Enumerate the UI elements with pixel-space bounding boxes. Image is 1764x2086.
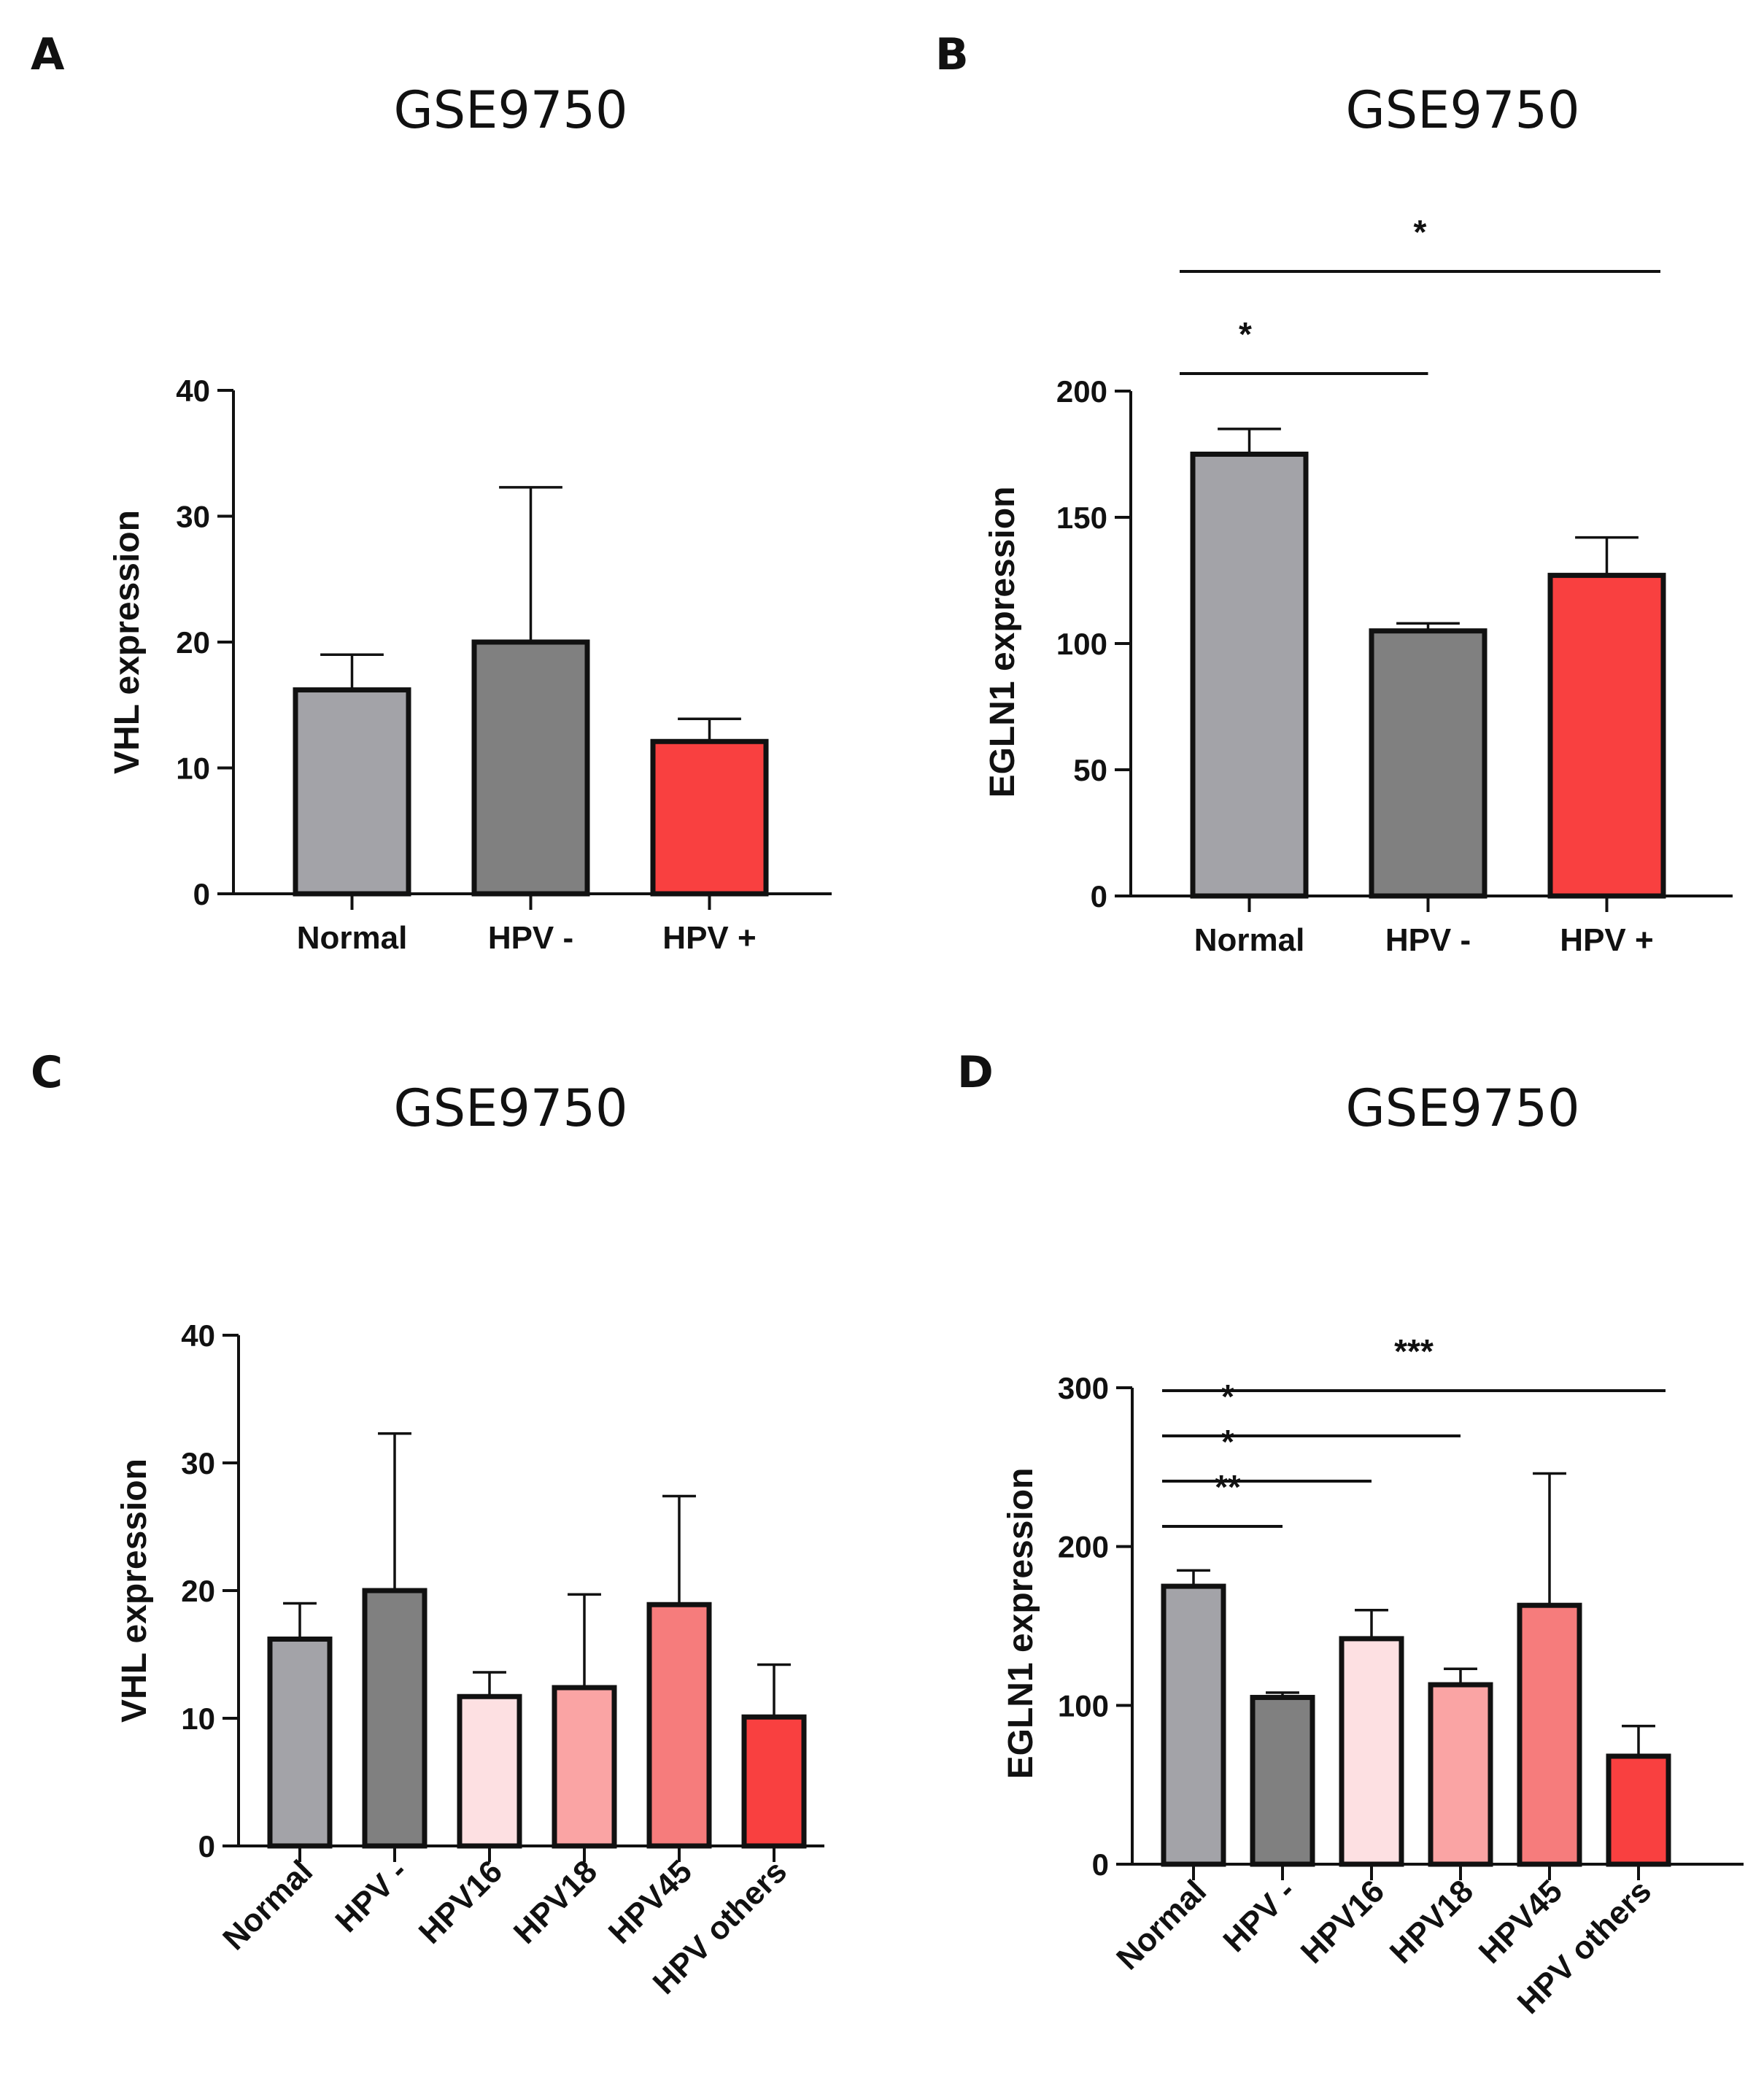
category-label: Normal bbox=[1110, 1873, 1213, 1977]
category-label: Normal bbox=[297, 920, 408, 956]
y-tick-label: 50 bbox=[1073, 753, 1107, 787]
category-label: HPV45 bbox=[602, 1853, 699, 1950]
y-tick-label: 40 bbox=[176, 374, 210, 408]
y-tick-label: 30 bbox=[181, 1446, 215, 1480]
bar bbox=[293, 687, 411, 897]
significance-label: * bbox=[1221, 1378, 1234, 1415]
bar bbox=[1250, 1694, 1315, 1867]
category-label: Normal bbox=[1194, 922, 1305, 958]
y-tick-label: 10 bbox=[181, 1701, 215, 1736]
bar bbox=[1547, 573, 1666, 899]
y-tick-label: 150 bbox=[1056, 501, 1107, 535]
y-axis-label: VHL expression bbox=[115, 1459, 154, 1723]
bar bbox=[1606, 1753, 1671, 1867]
bar bbox=[471, 639, 590, 897]
panel-letter: A bbox=[31, 29, 65, 80]
y-axis-label: VHL expression bbox=[108, 510, 147, 774]
category-label: HPV + bbox=[1560, 922, 1653, 958]
category-label: HPV16 bbox=[412, 1853, 509, 1950]
bar bbox=[552, 1685, 617, 1849]
y-tick-label: 100 bbox=[1056, 627, 1107, 661]
category-label: HPV16 bbox=[1294, 1873, 1391, 1970]
y-tick-label: 30 bbox=[176, 500, 210, 534]
significance-label: * bbox=[1414, 213, 1427, 251]
y-tick-label: 0 bbox=[1091, 879, 1107, 913]
bar bbox=[1428, 1682, 1493, 1867]
category-label: HPV18 bbox=[1383, 1873, 1480, 1970]
y-tick-label: 200 bbox=[1056, 374, 1107, 409]
bar bbox=[650, 738, 769, 897]
y-tick-label: 40 bbox=[181, 1318, 215, 1353]
y-axis-label: EGLN1 expression bbox=[1002, 1468, 1040, 1780]
y-tick-label: 0 bbox=[1092, 1847, 1109, 1882]
bar bbox=[267, 1637, 333, 1849]
y-tick-label: 200 bbox=[1058, 1530, 1109, 1564]
significance-label: *** bbox=[1394, 1332, 1434, 1370]
y-tick-label: 20 bbox=[176, 625, 210, 660]
category-label: Normal bbox=[216, 1853, 320, 1957]
significance-label: * bbox=[1239, 315, 1252, 353]
bar bbox=[741, 1714, 807, 1849]
bar bbox=[1517, 1602, 1582, 1867]
panel-letter: B bbox=[935, 29, 969, 80]
category-label: HPV - bbox=[1385, 922, 1471, 958]
panel-a: A GSE9750 VHL expression 0 10 20 30 40 Normal HPV… bbox=[31, 29, 832, 956]
bar bbox=[1339, 1636, 1404, 1867]
bar bbox=[1190, 452, 1309, 899]
panel-d: D GSE9750 EGLN1 expression 0 100 200 300 Normal… bbox=[957, 1047, 1744, 2021]
y-tick-label: 0 bbox=[198, 1829, 215, 1863]
chart-title: GSE9750 bbox=[1345, 1078, 1579, 1138]
y-tick-label: 100 bbox=[1058, 1688, 1109, 1723]
panel-b: B GSE9750 EGLN1 expression 0 50 100 150 200 Norm… bbox=[935, 29, 1733, 958]
y-tick-label: 20 bbox=[181, 1574, 215, 1608]
y-tick-label: 10 bbox=[176, 752, 210, 786]
y-axis-label: EGLN1 expression bbox=[983, 487, 1022, 798]
category-label: HPV18 bbox=[507, 1853, 604, 1950]
chart-title: GSE9750 bbox=[1345, 80, 1579, 140]
bar bbox=[646, 1602, 712, 1849]
bar bbox=[1161, 1583, 1226, 1867]
bar bbox=[362, 1588, 428, 1849]
panel-letter: C bbox=[31, 1047, 63, 1098]
category-label: HPV + bbox=[662, 920, 756, 956]
significance-label: ** bbox=[1215, 1468, 1241, 1506]
chart-title: GSE9750 bbox=[393, 1078, 627, 1138]
category-label: HPV - bbox=[1216, 1873, 1302, 1959]
panel-letter: D bbox=[957, 1047, 994, 1098]
category-label: HPV - bbox=[488, 920, 573, 956]
y-tick-label: 0 bbox=[193, 877, 210, 911]
y-tick-label: 300 bbox=[1058, 1371, 1109, 1405]
bar bbox=[1369, 628, 1488, 899]
significance-label: * bbox=[1221, 1423, 1234, 1461]
chart-title: GSE9750 bbox=[393, 80, 627, 140]
category-label: HPV - bbox=[328, 1853, 414, 1939]
bar bbox=[457, 1693, 522, 1849]
